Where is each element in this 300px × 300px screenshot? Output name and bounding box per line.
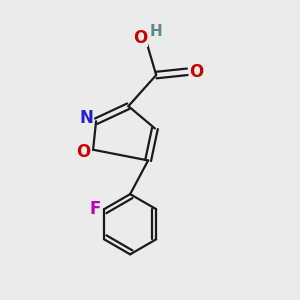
Text: O: O: [134, 29, 148, 47]
Text: F: F: [89, 200, 100, 217]
Text: O: O: [189, 63, 204, 81]
Text: H: H: [150, 24, 163, 39]
Text: O: O: [76, 143, 90, 161]
Text: N: N: [80, 109, 94, 127]
